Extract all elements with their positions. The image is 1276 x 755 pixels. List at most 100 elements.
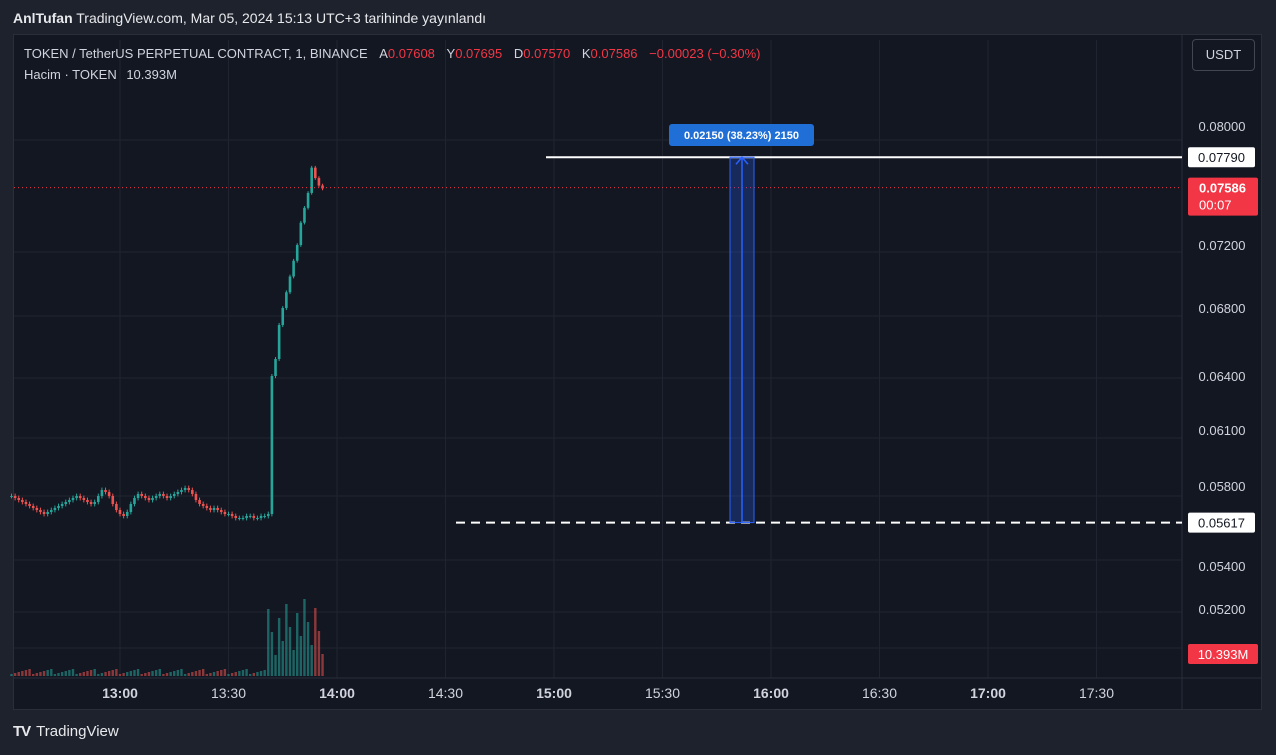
volume-bar <box>274 655 277 676</box>
volume-bar <box>285 604 288 676</box>
volume-bar <box>249 674 252 676</box>
volume-bar <box>306 622 310 676</box>
candle-body <box>227 514 230 515</box>
volume-bar <box>115 669 118 676</box>
x-tick-label: 17:00 <box>970 685 1006 701</box>
volume-bar <box>191 672 194 676</box>
volume-bar <box>144 673 147 676</box>
volume-label[interactable]: Hacim · TOKEN <box>24 67 117 82</box>
volume-bar <box>216 671 219 676</box>
volume-bar <box>212 672 216 676</box>
y-tick-label: 0.06800 <box>1199 301 1246 316</box>
candle-body <box>299 222 303 245</box>
volume-bar <box>104 672 107 676</box>
candle-body <box>238 518 241 519</box>
price-range-label: 0.02150 (38.23%) 2150 <box>684 130 799 142</box>
candle-body <box>118 510 122 514</box>
x-tick-label: 16:00 <box>753 685 789 701</box>
candle-body <box>266 514 270 516</box>
volume-bar <box>270 632 274 676</box>
symbol-title[interactable]: TOKEN / TetherUS PERPETUAL CONTRACT, 1, … <box>24 46 368 61</box>
candle-body <box>314 167 317 179</box>
candle-body <box>209 508 212 510</box>
volume-bar <box>46 670 49 676</box>
candle-body <box>158 494 162 496</box>
candle-body <box>64 502 68 504</box>
candle-body <box>53 508 57 510</box>
open-value: 0.07608 <box>387 46 435 61</box>
candle-body <box>115 504 118 510</box>
arrow-up-icon <box>735 156 749 165</box>
volume-bar <box>111 670 114 676</box>
candle-body <box>129 504 133 512</box>
last-price-bg <box>1188 177 1258 216</box>
volume-bar <box>169 672 172 676</box>
candle-body <box>256 518 259 519</box>
y-tick-label: 0.06100 <box>1199 423 1246 438</box>
last-price-badge: 0.07586 00:07 <box>1188 177 1258 216</box>
volume-bar <box>136 669 140 676</box>
last-price-text: 0.07586 <box>1199 181 1246 196</box>
candle-body <box>201 504 205 506</box>
currency-button[interactable]: USDT <box>1192 39 1255 71</box>
candle-body <box>281 308 285 325</box>
volume-bar <box>288 627 292 676</box>
price-label-badge: 0.05617 <box>1188 512 1255 533</box>
volume-bar <box>245 669 248 676</box>
volume-badge: 10.393M <box>1188 644 1258 664</box>
candle-body <box>31 506 35 508</box>
candle-body <box>28 504 31 506</box>
candle-body <box>172 494 176 496</box>
volume-bar <box>82 672 86 676</box>
volume-bar <box>303 599 306 676</box>
candle-body <box>169 496 172 498</box>
x-tick-label: 16:30 <box>862 685 897 701</box>
volume-bar <box>93 669 96 676</box>
candle-body <box>191 490 194 494</box>
volume-bar <box>154 670 158 676</box>
candle-body <box>151 498 154 500</box>
candle-body <box>21 500 24 502</box>
volume-bar <box>140 674 143 676</box>
candle-body <box>219 510 223 512</box>
candle-body <box>198 500 201 504</box>
y-tick-label: 0.05800 <box>1199 479 1246 494</box>
candle-body <box>321 185 324 189</box>
volume-bar <box>21 671 24 676</box>
candle-body <box>49 510 53 512</box>
candle-body <box>133 498 136 504</box>
volume-legend: Hacim · TOKEN 10.393M <box>24 67 177 82</box>
candle-body <box>39 510 42 512</box>
volume-bar <box>165 673 169 676</box>
candle-body <box>270 376 274 514</box>
volume-bar <box>86 671 89 676</box>
candle-body <box>216 508 219 510</box>
open-label: A <box>379 46 388 61</box>
volume-bar <box>68 670 71 676</box>
volume-bar <box>122 673 125 676</box>
footer-brand[interactable]: TV TradingView <box>13 723 119 740</box>
volume-bar <box>317 631 321 676</box>
candle-body <box>187 488 191 490</box>
volume-bar <box>24 670 28 676</box>
countdown-text: 00:07 <box>1199 198 1232 213</box>
volume-bar <box>198 670 201 676</box>
volume-bar <box>35 673 39 676</box>
volume-bar <box>296 613 299 676</box>
volume-value: 10.393M <box>126 67 177 82</box>
volume-bar <box>151 671 154 676</box>
candle-body <box>259 516 263 518</box>
volume-bar <box>28 669 31 676</box>
candle-body <box>35 508 39 510</box>
volume-bar <box>17 672 20 676</box>
high-value: 0.07695 <box>455 46 503 61</box>
published-caption: AnlTufan TradingView.com, Mar 05, 2024 1… <box>13 10 486 26</box>
price-range-label-bg <box>669 124 814 146</box>
candle-body <box>165 496 169 498</box>
candle-body <box>71 498 75 500</box>
y-tick-label: 0.05400 <box>1199 559 1246 574</box>
candle-body <box>154 496 158 498</box>
ohlc-legend: TOKEN / TetherUS PERPETUAL CONTRACT, 1, … <box>24 46 760 61</box>
chart-frame[interactable] <box>13 34 1262 710</box>
